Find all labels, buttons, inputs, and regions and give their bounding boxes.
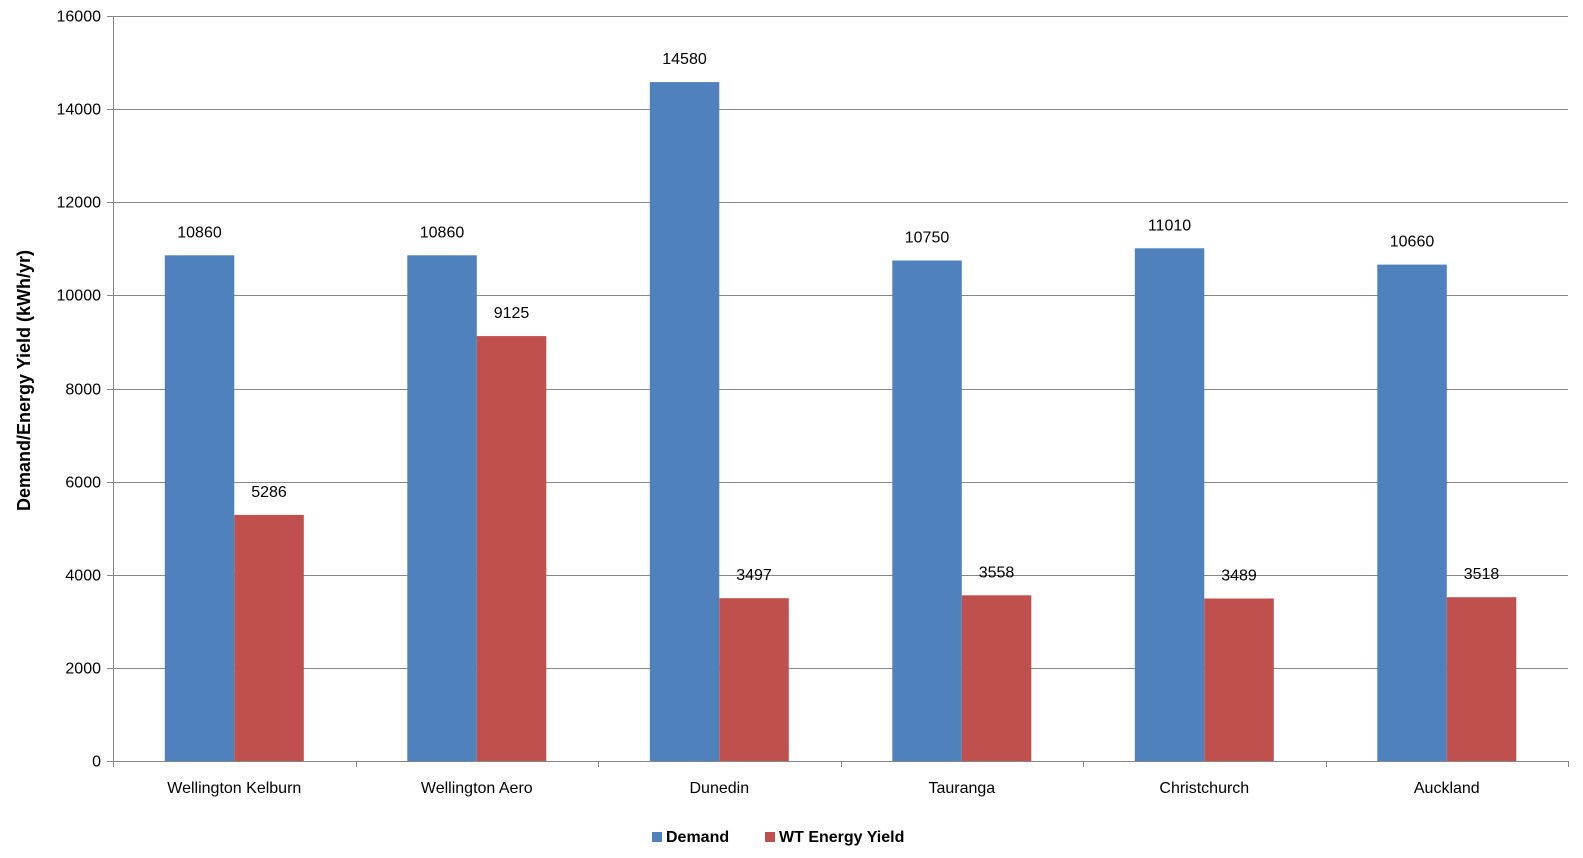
data-label: 10750	[905, 230, 950, 247]
legend: Demand WT Energy Yield	[652, 829, 904, 846]
data-label: 9125	[494, 305, 530, 322]
x-tick-label: Christchurch	[1159, 780, 1249, 797]
x-tick-label: Tauranga	[928, 780, 995, 797]
data-label: 10660	[1390, 234, 1435, 251]
data-label: 5286	[251, 484, 287, 501]
data-label: 10860	[420, 224, 465, 241]
y-tick-label: 4000	[65, 568, 101, 585]
bar-wt-energy-yield	[961, 595, 1032, 761]
bar-wt-energy-yield	[1446, 597, 1517, 761]
x-tick-label: Wellington Kelburn	[167, 780, 301, 797]
data-label: 3489	[1221, 568, 1257, 585]
bar-demand	[892, 260, 962, 761]
gridlines	[113, 16, 1568, 669]
bars	[164, 82, 1517, 762]
data-label: 3558	[979, 564, 1015, 581]
y-tick-label: 6000	[65, 475, 101, 492]
data-labels: 10860 5286 10860 9125 14580 3497 10750 3558 1101…	[177, 51, 1499, 584]
data-label: 10860	[177, 224, 222, 241]
legend-label: Demand	[666, 829, 729, 846]
x-tick-label: Dunedin	[689, 780, 749, 797]
data-label: 3497	[736, 567, 772, 584]
legend-swatch-wt-energy-yield	[765, 832, 775, 842]
bar-demand	[164, 255, 235, 762]
y-tick-labels: 0 2000 4000 6000 8000 10000 12000 14000 16000	[57, 9, 102, 771]
data-label: 11010	[1148, 217, 1191, 234]
legend-label: WT Energy Yield	[779, 829, 904, 846]
y-tick-label: 12000	[57, 195, 102, 212]
bar-wt-energy-yield	[1204, 598, 1274, 761]
bar-demand	[1377, 264, 1447, 761]
bar-wt-energy-yield	[719, 598, 789, 761]
x-tick-labels: Wellington Kelburn Wellington Aero Dunedin…	[167, 780, 1479, 797]
y-tick-label: 8000	[65, 382, 101, 399]
y-tick-label: 10000	[57, 288, 102, 305]
axes	[107, 16, 1569, 767]
y-tick-label: 16000	[57, 9, 102, 26]
legend-swatch-demand	[652, 832, 662, 842]
data-label: 3518	[1464, 566, 1500, 583]
x-tick-label: Auckland	[1414, 780, 1480, 797]
bar-demand	[407, 255, 477, 762]
x-tick-label: Wellington Aero	[421, 780, 533, 797]
data-label: 14580	[662, 51, 707, 68]
y-tick-label: 14000	[57, 102, 102, 119]
y-axis-title: Demand/Energy Yield (kWh/yr)	[14, 250, 34, 511]
bar-demand	[649, 82, 720, 762]
y-tick-label: 2000	[65, 661, 101, 678]
y-tick-label: 0	[92, 754, 101, 771]
bar-wt-energy-yield	[234, 514, 304, 761]
bar-demand	[1134, 248, 1205, 762]
bar-wt-energy-yield	[476, 336, 547, 761]
